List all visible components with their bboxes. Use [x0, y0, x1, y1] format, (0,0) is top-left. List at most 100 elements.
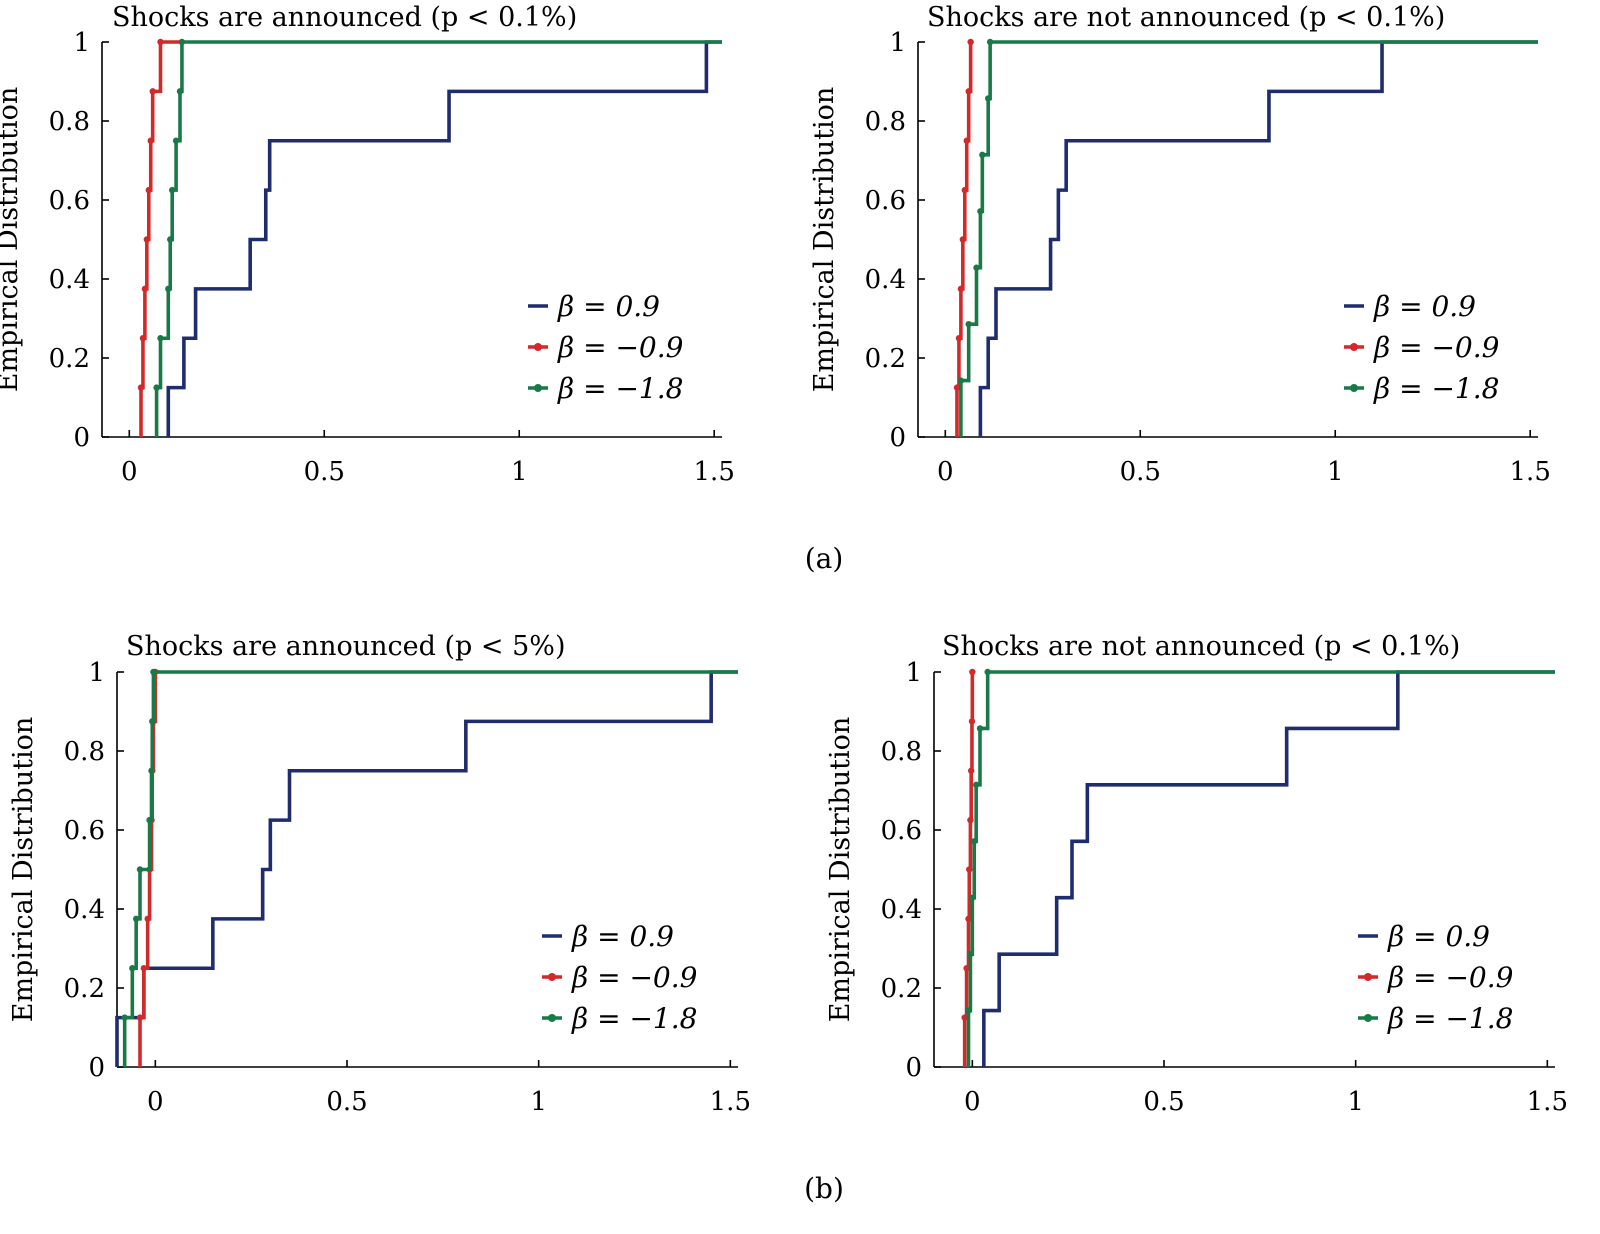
series-point: [963, 137, 970, 144]
legend-label: β = −1.8: [571, 1002, 697, 1035]
series-point: [984, 668, 991, 676]
series-point: [141, 285, 149, 293]
y-axis-label: Empirical Distribution: [8, 717, 39, 1023]
figure-caption: (a): [805, 542, 844, 575]
y-tick-label: 0.4: [49, 265, 90, 295]
y-tick-label: 1: [889, 28, 906, 58]
y-tick-label: 0.2: [64, 974, 105, 1004]
y-tick-label: 0.6: [865, 186, 906, 216]
series-point: [136, 866, 144, 873]
x-tick-label: 1: [1347, 1087, 1364, 1117]
y-tick-label: 0.8: [865, 107, 906, 137]
series-point: [967, 816, 974, 824]
series-point: [957, 377, 965, 384]
x-tick-label: 1: [530, 1087, 547, 1117]
y-tick-label: 0.4: [64, 895, 105, 925]
y-tick-label: 0.8: [881, 737, 922, 767]
y-tick-label: 0.6: [881, 816, 922, 846]
x-tick-label: 0.5: [1120, 457, 1161, 487]
series-point: [132, 915, 140, 923]
chart-title: Shocks are announced (p < 5%): [126, 631, 565, 662]
y-axis-label: Empirical Distribution: [0, 87, 24, 393]
series-point: [168, 186, 176, 194]
y-tick-label: 0.8: [49, 107, 90, 137]
series-point: [139, 335, 147, 342]
series-point: [971, 838, 978, 845]
legend-label: β = 0.9: [1373, 290, 1476, 323]
series-point: [157, 335, 164, 342]
legend-marker: [1350, 384, 1358, 392]
legend-marker: [1350, 343, 1358, 351]
series-point: [178, 38, 186, 46]
series-point: [968, 718, 976, 725]
x-tick-label: 0.5: [304, 457, 345, 487]
series-point: [144, 915, 151, 923]
series-point: [167, 236, 174, 243]
series-point: [129, 965, 136, 972]
series-point: [961, 186, 968, 194]
x-tick-label: 1.5: [694, 457, 735, 487]
legend-label: β = −0.9: [557, 331, 683, 364]
y-tick-label: 0.6: [64, 816, 105, 846]
series-point: [965, 88, 972, 95]
y-tick-label: 1: [905, 658, 922, 688]
series-point: [157, 38, 164, 46]
legend-marker: [534, 384, 542, 392]
figure-caption: (b): [804, 1172, 844, 1205]
series-point: [967, 767, 975, 774]
y-tick-label: 1: [88, 658, 105, 688]
chart-panel-4: Shocks are not announced (p < 0.1%) Empir…: [825, 631, 1568, 1117]
series-point: [959, 236, 967, 243]
series-point: [165, 285, 172, 293]
chart-panel-2: Shocks are not announced (p < 0.1%) Empir…: [809, 2, 1551, 487]
series-point: [965, 915, 972, 923]
series-point: [136, 1014, 144, 1021]
series-point: [176, 88, 184, 95]
y-tick-label: 0.2: [881, 974, 922, 1004]
y-tick-label: 0.4: [881, 895, 922, 925]
legend-marker: [548, 973, 556, 981]
x-tick-label: 1.5: [710, 1087, 751, 1117]
legend-marker: [534, 343, 542, 351]
series-point: [977, 208, 984, 215]
y-tick-label: 0: [73, 423, 90, 453]
y-tick-label: 1: [73, 28, 90, 58]
series-point: [966, 866, 973, 873]
series-point: [137, 384, 145, 391]
series-point: [172, 137, 180, 144]
series-point: [957, 285, 965, 293]
legend-marker: [548, 1014, 556, 1022]
series-point: [973, 264, 980, 271]
series-point: [961, 1014, 968, 1021]
y-tick-label: 0.2: [865, 344, 906, 374]
legend-label: β = −0.9: [1387, 961, 1513, 994]
x-tick-label: 0: [937, 457, 954, 487]
y-tick-label: 0: [889, 423, 906, 453]
series-point: [986, 38, 994, 46]
y-tick-label: 0.2: [49, 344, 90, 374]
chart-panel-1: Shocks are announced (p < 0.1%) Empirical…: [0, 2, 735, 487]
x-tick-label: 0: [964, 1087, 981, 1117]
series-point: [143, 236, 151, 243]
series-point: [984, 95, 992, 102]
series-point: [148, 767, 155, 774]
x-tick-label: 0.5: [1143, 1087, 1184, 1117]
series-point: [149, 88, 156, 95]
series-point: [967, 38, 974, 46]
series-point: [146, 816, 153, 824]
y-tick-label: 0: [88, 1053, 105, 1083]
series-point: [965, 320, 972, 328]
y-tick-label: 0.6: [49, 186, 90, 216]
series-point: [140, 965, 148, 972]
series-point: [967, 950, 974, 958]
series-point: [149, 718, 156, 725]
y-axis-label: Empirical Distribution: [809, 87, 840, 393]
x-tick-label: 0: [121, 457, 138, 487]
legend-label: β = −0.9: [571, 961, 697, 994]
series-point: [955, 335, 963, 342]
legend-marker: [1364, 973, 1372, 981]
series-line-1: [982, 670, 1555, 1067]
legend-label: β = −1.8: [557, 372, 683, 405]
series-point: [972, 781, 980, 789]
chart-panel-3: Shocks are announced (p < 5%) Empirical D…: [8, 631, 751, 1117]
